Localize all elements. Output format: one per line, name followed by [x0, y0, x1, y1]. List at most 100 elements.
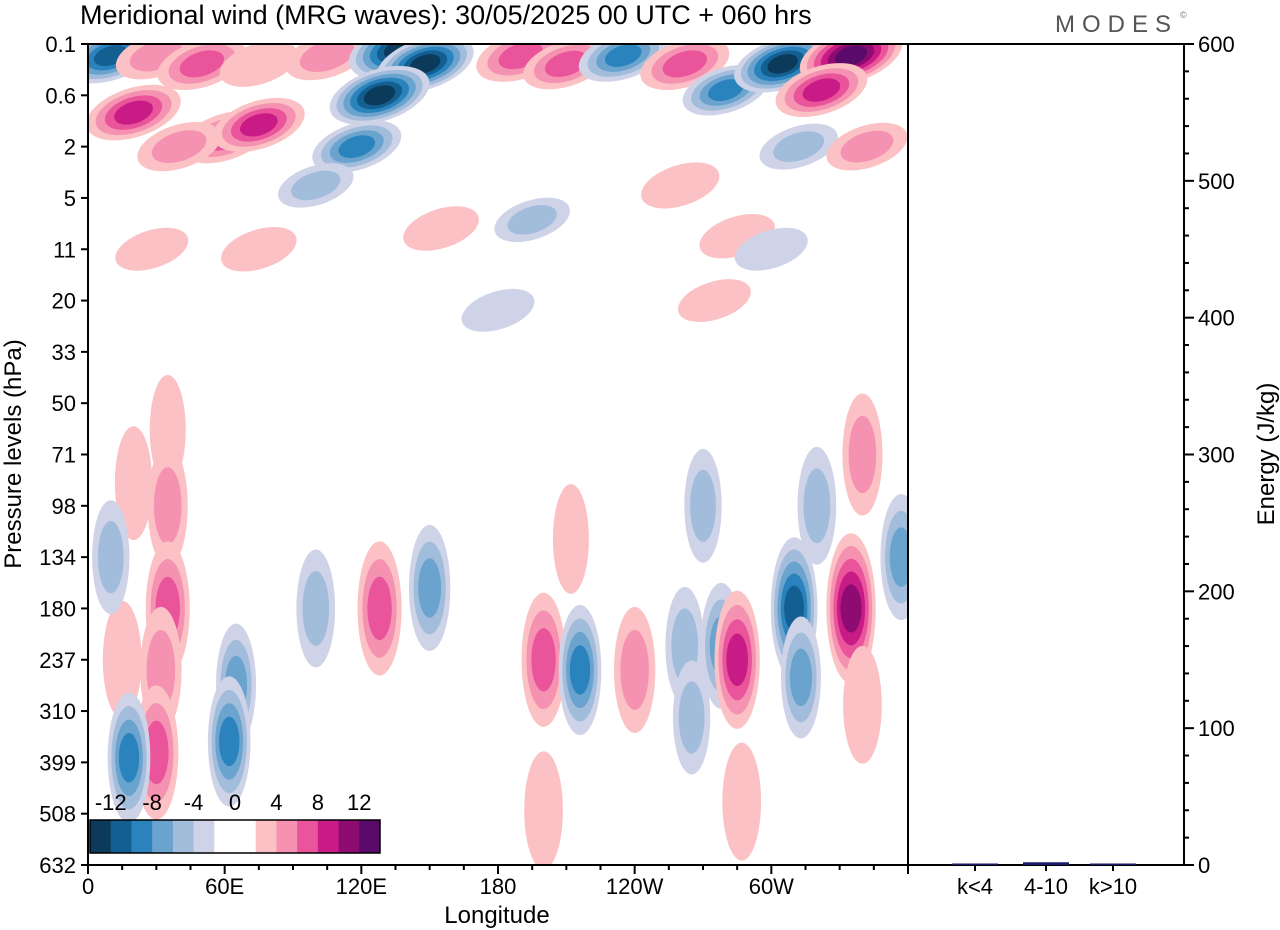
positive-wind-cell — [826, 122, 908, 171]
positive-wind-cell — [212, 97, 305, 152]
positive-wind-cell — [114, 426, 153, 541]
colorbar-swatch — [338, 820, 360, 853]
positive-wind-cell — [403, 206, 479, 251]
y-tick-label: 71 — [52, 443, 76, 468]
x-tick-label: 120E — [336, 874, 387, 899]
energy-category-label: k>10 — [1089, 874, 1137, 899]
positive-wind-cell — [521, 592, 566, 727]
negative-wind-cell — [759, 123, 838, 170]
contour-level — [803, 468, 831, 544]
contour-level — [403, 206, 479, 251]
contour-level — [620, 629, 649, 710]
negative-wind-cell — [278, 163, 354, 208]
y-tick-label: 98 — [52, 494, 76, 519]
negative-wind-cell — [409, 524, 451, 651]
energy-tick-label: 300 — [1198, 443, 1235, 468]
negative-wind-cell — [461, 288, 535, 332]
positive-wind-cell — [102, 600, 142, 719]
y-tick-label: 180 — [39, 596, 76, 621]
positive-wind-cell — [552, 484, 589, 594]
colorbar: -12 -8 -4 0 4 8 12 — [89, 790, 381, 854]
contour-level — [299, 44, 355, 72]
negative-wind-cell — [92, 500, 130, 615]
contour-level — [363, 85, 396, 106]
negative-wind-cell — [494, 197, 570, 243]
energy-bars — [952, 862, 1136, 865]
contour-level — [118, 733, 140, 783]
colorbar-label: -4 — [184, 790, 204, 815]
contour-level — [722, 742, 762, 861]
y-axis-label: Pressure levels (hPa) — [0, 339, 27, 568]
contour-level — [834, 45, 868, 66]
y-tick-label: 0.6 — [45, 83, 76, 108]
contour-level — [840, 130, 894, 163]
positive-wind-cell — [722, 742, 762, 861]
contour-level — [409, 54, 441, 74]
y-tick-label: 50 — [52, 391, 76, 416]
y-tick-label: 11 — [53, 237, 76, 262]
energy-axis-label: Energy (J/kg) — [1253, 383, 1280, 526]
contour-level — [291, 170, 341, 201]
y-tick-label: 399 — [39, 750, 76, 775]
positive-wind-cell — [137, 122, 221, 172]
y-tick-label: 2 — [64, 135, 76, 160]
negative-wind-cell — [558, 604, 602, 736]
contour-level — [221, 227, 297, 272]
contour-level — [115, 227, 189, 271]
x-axis-label: Longitude — [444, 902, 549, 929]
colorbar-swatch — [359, 820, 381, 853]
positive-wind-cell — [614, 606, 656, 733]
contour-level — [889, 527, 908, 587]
contour-level — [552, 484, 589, 594]
contour-level — [677, 279, 751, 322]
y-tick-label: 5 — [64, 186, 76, 211]
negative-wind-cell — [734, 227, 808, 271]
colorbar-swatch — [172, 820, 195, 853]
colorbar-label: 8 — [312, 790, 324, 815]
y-tick-label: 237 — [39, 648, 76, 673]
positive-wind-cell — [147, 444, 188, 567]
contour-level — [97, 521, 124, 594]
x-tick-label: 180 — [480, 874, 517, 899]
x-tick-label: 120W — [606, 874, 664, 899]
contour-level — [153, 467, 182, 545]
contour-level — [678, 681, 705, 754]
y-tick-label: 0.1 — [45, 32, 76, 57]
negative-wind-cell — [672, 660, 711, 775]
energy-tick-label: 200 — [1198, 579, 1235, 604]
energy-bar — [1090, 863, 1136, 865]
positive-wind-cell — [677, 279, 751, 322]
colorbar-swatch — [297, 820, 319, 853]
contour-level — [179, 50, 225, 78]
contour-level — [662, 50, 707, 78]
colorbar-swatch — [131, 820, 153, 853]
contour-level — [219, 716, 240, 767]
positive-wind-cell — [826, 533, 876, 684]
x-tick-label: 0 — [82, 874, 94, 899]
positive-wind-cell — [842, 393, 883, 516]
colorbar-swatch — [276, 820, 298, 853]
negative-wind-cell — [780, 616, 821, 739]
y-axis-ticks: 0.1 0.6 2 5 11 20 33 50 71 98 134 180 237 310 399 508 63… — [39, 32, 88, 878]
contour-level — [367, 576, 392, 641]
contour-level — [690, 469, 716, 542]
colorbar-swatch — [255, 820, 277, 853]
positive-wind-cell — [221, 227, 297, 272]
energy-tick-label: 400 — [1198, 306, 1235, 331]
contour-level — [302, 571, 330, 646]
y-tick-label: 20 — [52, 289, 76, 314]
x-tick-label: 60E — [205, 874, 244, 899]
colorbar-swatch — [235, 820, 257, 853]
contour-level — [338, 135, 376, 158]
contour-level — [604, 44, 642, 67]
negative-wind-cell — [797, 446, 837, 565]
positive-wind-cell — [219, 44, 298, 87]
contour-level — [102, 600, 142, 719]
y-tick-label: 134 — [39, 545, 76, 570]
energy-bar — [952, 863, 998, 865]
energy-tick-label: 100 — [1198, 716, 1235, 741]
heatmap-panel: -12 -8 -4 0 4 8 12 0.1 0.6 2 5 11 20 33 50 71 98 134 180 2… — [39, 32, 909, 899]
positive-wind-cell — [357, 541, 402, 676]
y-tick-label: 33 — [52, 340, 76, 365]
